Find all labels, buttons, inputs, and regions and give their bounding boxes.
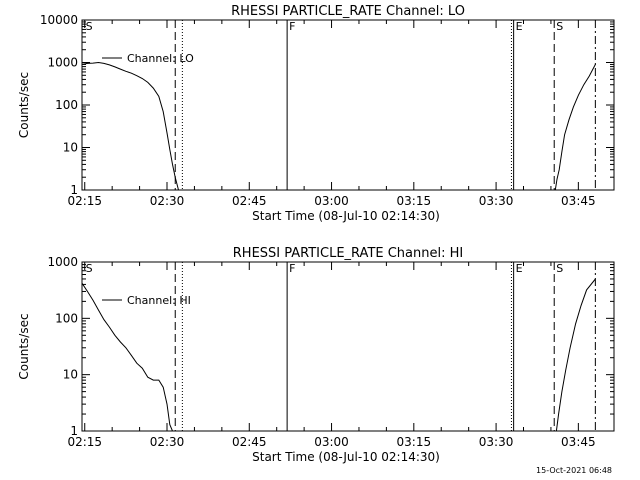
x-tick-label: 02:45 (232, 435, 267, 449)
y-axis-label: Counts/sec (17, 72, 31, 138)
x-tick-label: 03:45 (561, 435, 596, 449)
x-tick-label: 02:15 (67, 194, 102, 208)
y-tick-label: 1000 (47, 255, 78, 269)
x-tick-label: 03:15 (397, 435, 432, 449)
x-axis-label: Start Time (08-Jul-10 02:14:30) (252, 209, 440, 223)
series-line (554, 64, 596, 191)
x-tick-label: 03:00 (314, 435, 349, 449)
chart-panel-1: RHESSI PARTICLE_RATE Channel: LO 02:15 02:… (17, 4, 615, 223)
y-axis-label: Counts/sec (17, 313, 31, 379)
x-tick-label: 02:45 (232, 194, 267, 208)
x-tick-label: 02:30 (150, 435, 185, 449)
y-tick-label: 1000 (47, 56, 78, 70)
chart-title: RHESSI PARTICLE_RATE Channel: LO (231, 4, 465, 19)
chart-panel-2: RHESSI PARTICLE_RATE Channel: HI 02:15 02:… (17, 246, 615, 464)
y-tick-label: 10000 (40, 13, 78, 27)
x-axis-label: Start Time (08-Jul-10 02:14:30) (252, 450, 440, 464)
footer-date: 15-Oct-2021 06:48 (536, 466, 612, 475)
series-line (555, 278, 596, 432)
x-tick-label: 02:15 (67, 435, 102, 449)
event-marker-letter: S (556, 20, 563, 33)
plot-frame (81, 261, 615, 432)
y-tick-label: 100 (55, 311, 78, 325)
event-marker-letter: S (86, 20, 93, 33)
y-tick-label: 100 (55, 98, 78, 112)
event-marker-letter: F (289, 20, 295, 33)
event-marker-letter: S (86, 262, 93, 275)
x-tick-label: 03:30 (479, 194, 514, 208)
chart-title: RHESSI PARTICLE_RATE Channel: HI (233, 246, 463, 261)
y-tick-label: 1 (70, 183, 78, 197)
y-tick-label: 1 (70, 424, 78, 438)
legend-label: Channel: LO (127, 52, 194, 65)
series-line (81, 282, 173, 432)
y-tick-label: 10 (63, 141, 78, 155)
event-marker-letter: E (516, 262, 523, 275)
event-marker-letter: E (516, 20, 523, 33)
x-tick-label: 03:15 (397, 194, 432, 208)
x-tick-label: 03:00 (314, 194, 349, 208)
x-tick-label: 02:30 (150, 194, 185, 208)
event-marker-letter: F (289, 262, 295, 275)
event-marker-letter: S (556, 262, 563, 275)
series-line (81, 61, 179, 191)
y-tick-label: 10 (63, 368, 78, 382)
x-tick-label: 03:45 (561, 194, 596, 208)
x-tick-label: 03:30 (479, 435, 514, 449)
legend-label: Channel: HI (127, 294, 191, 307)
